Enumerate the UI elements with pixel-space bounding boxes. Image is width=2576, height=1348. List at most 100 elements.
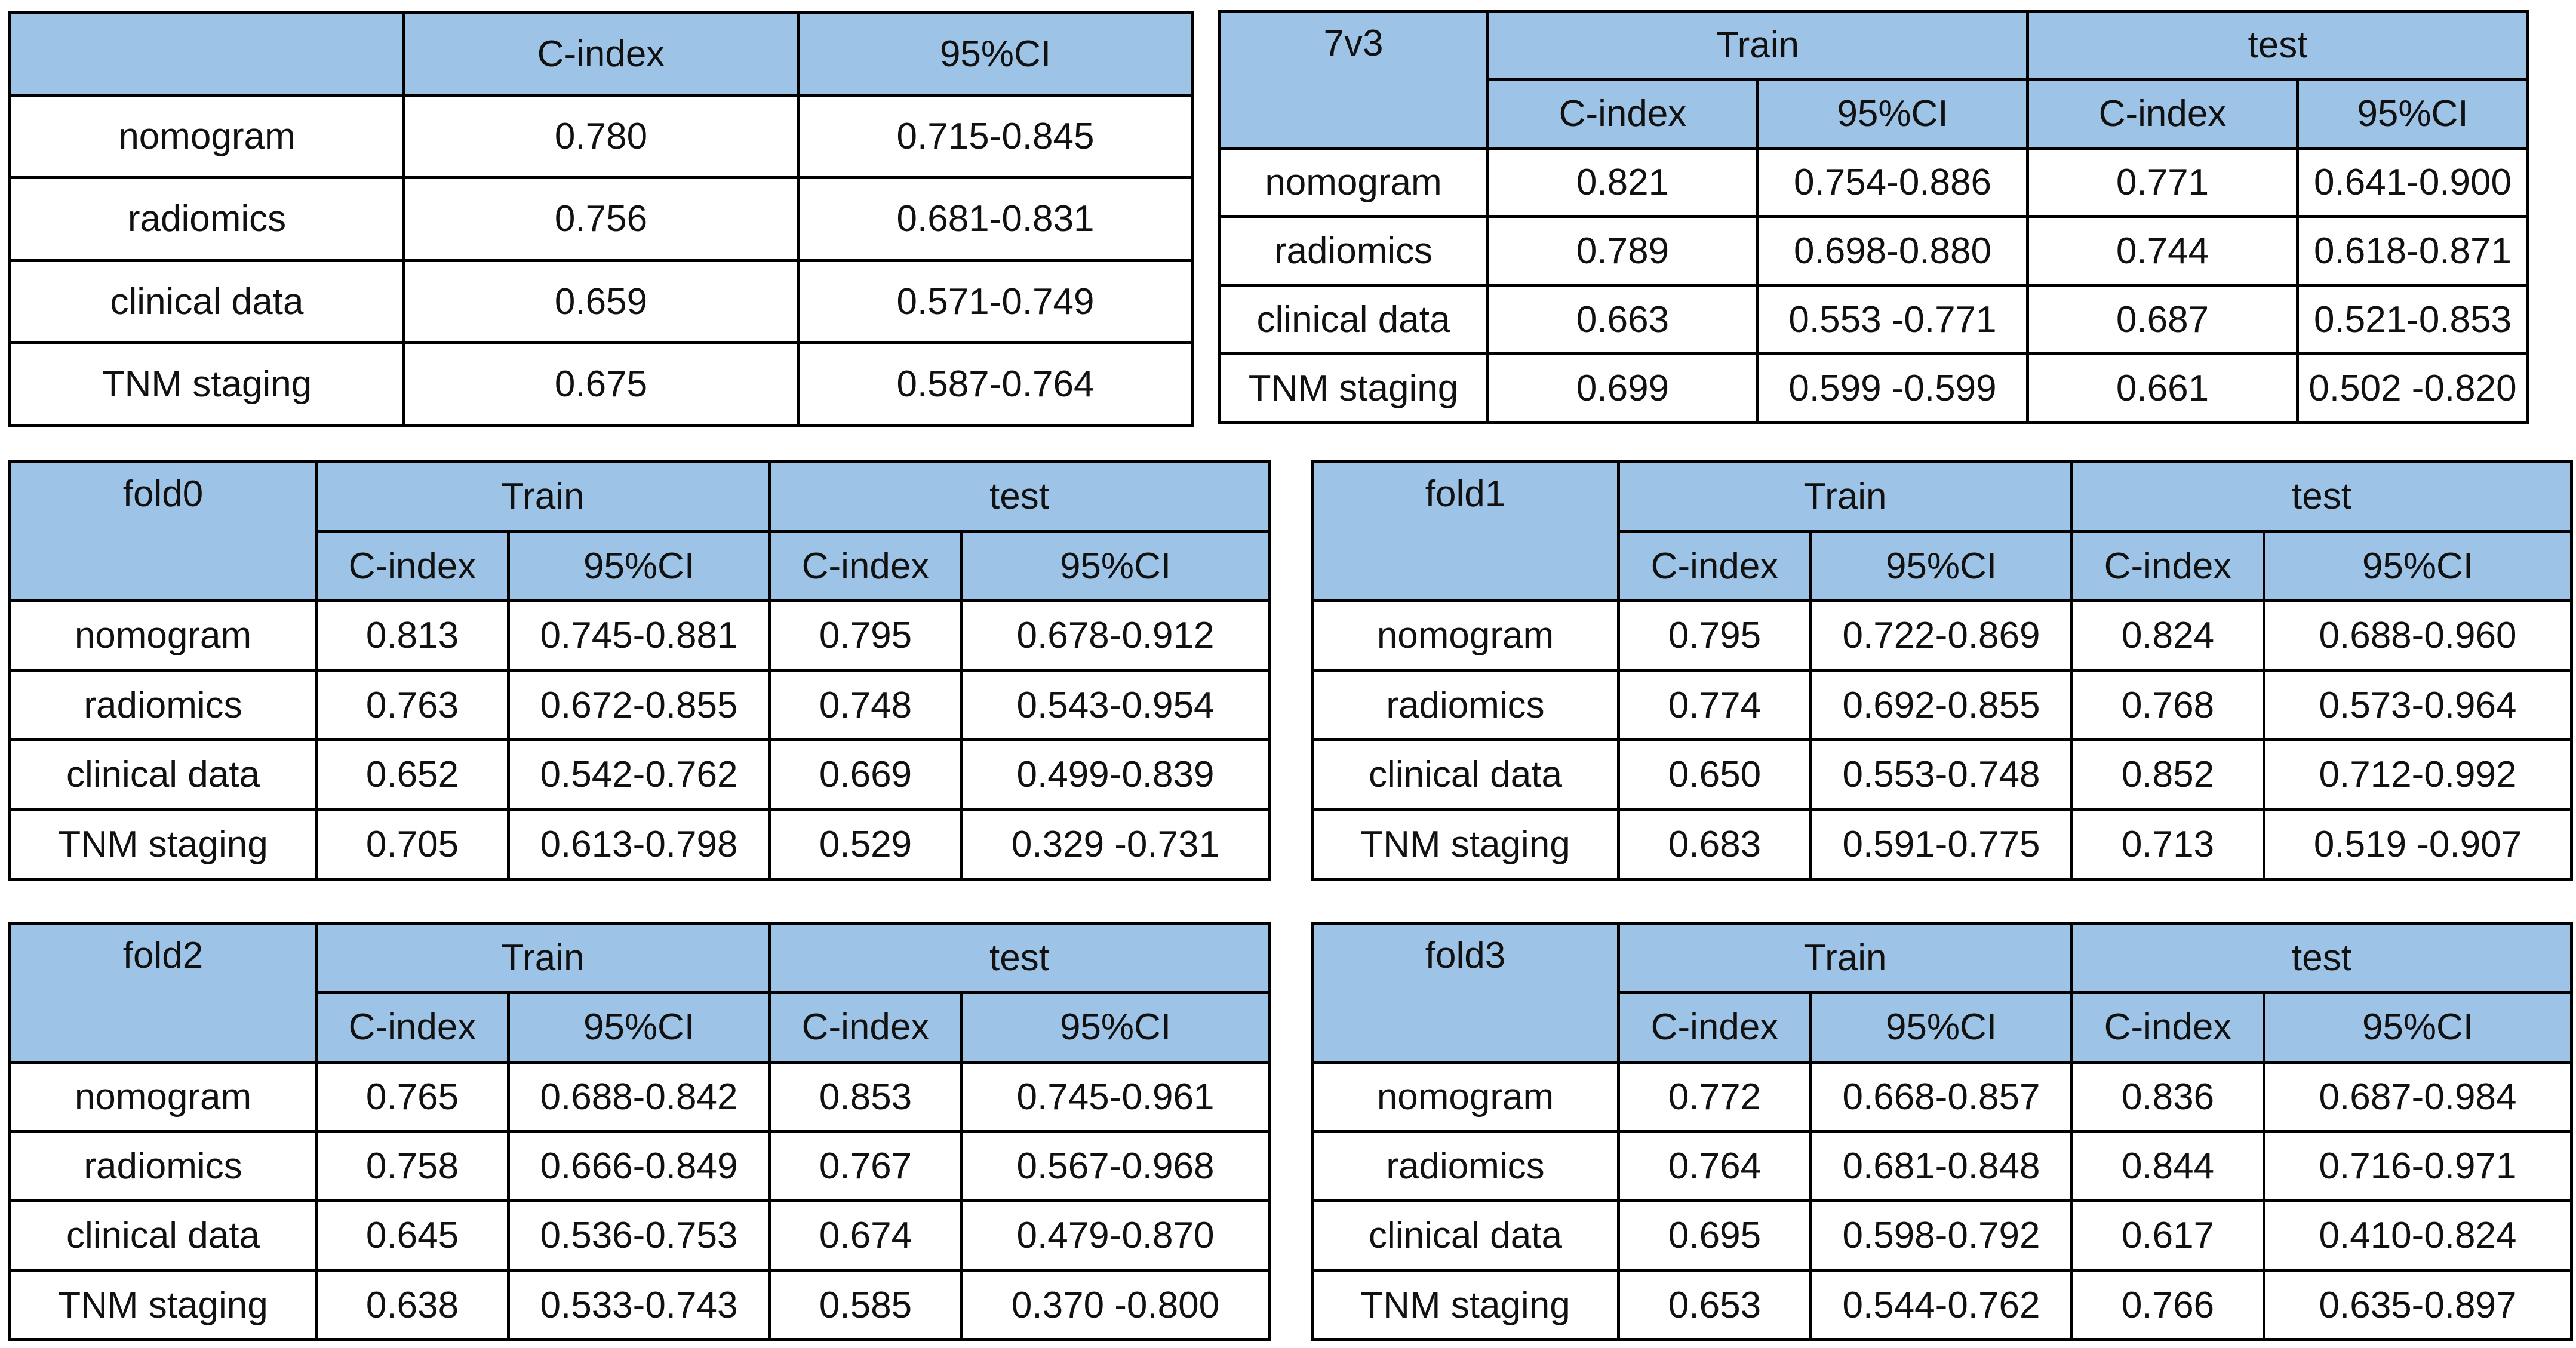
train-cindex-cell: 0.638 (315, 1269, 510, 1342)
row-label: nomogram (1218, 146, 1489, 218)
train-cindex-cell: 0.683 (1617, 808, 1812, 881)
summary-corner-cell (8, 11, 405, 97)
train-cindex-cell: 0.774 (1617, 669, 1812, 741)
row-label: TNM staging (1311, 808, 1620, 881)
test-group-header: test (2070, 460, 2573, 533)
test-ci-cell: 0.521-0.853 (2296, 284, 2529, 356)
group-header-row: fold1 Train test (1311, 460, 2573, 602)
train-cindex-cell: 0.650 (1617, 738, 1812, 811)
split-table-fold0: fold0 Train test C-index 95%CI C-index 9… (8, 460, 1271, 881)
train-ci-cell: 0.553 -0.771 (1756, 284, 2029, 356)
cindex-cell: 0.675 (402, 341, 800, 427)
train-group-header: Train (1486, 10, 2029, 81)
table-row: clinical data 0.650 0.553-0.748 0.852 0.… (1311, 738, 2573, 811)
row-label: clinical data (1218, 284, 1489, 356)
train-ci-cell: 0.598-0.792 (1809, 1199, 2073, 1272)
train-cindex-cell: 0.705 (315, 808, 510, 881)
ci-cell: 0.715-0.845 (797, 94, 1194, 180)
train-ci-cell: 0.599 -0.599 (1756, 352, 2029, 424)
test-ci-cell: 0.573-0.964 (2263, 669, 2573, 741)
table-row: radiomics 0.758 0.666-0.849 0.767 0.567-… (8, 1130, 1271, 1203)
row-label: nomogram (1311, 1060, 1620, 1133)
row-label: nomogram (8, 94, 405, 180)
test-cindex-cell: 0.844 (2070, 1130, 2265, 1203)
train-group-header: Train (315, 460, 771, 533)
test-ci-cell: 0.687-0.984 (2263, 1060, 2573, 1133)
table-row: radiomics 0.789 0.698-0.880 0.744 0.618-… (1218, 215, 2529, 287)
test-ci-cell: 0.502 -0.820 (2296, 352, 2529, 424)
test-cindex-header: C-index (768, 991, 963, 1064)
test-ci-cell: 0.329 -0.731 (960, 808, 1271, 881)
test-ci-header: 95%CI (960, 991, 1271, 1064)
train-cindex-cell: 0.758 (315, 1130, 510, 1203)
train-cindex-cell: 0.795 (1617, 599, 1812, 672)
test-cindex-header: C-index (768, 530, 963, 602)
train-cindex-cell: 0.645 (315, 1199, 510, 1272)
table-row: TNM staging 0.675 0.587-0.764 (8, 341, 1194, 427)
train-cindex-cell: 0.772 (1617, 1060, 1812, 1133)
row-label: clinical data (1311, 738, 1620, 811)
train-ci-cell: 0.754-0.886 (1756, 146, 2029, 218)
test-ci-cell: 0.716-0.971 (2263, 1130, 2573, 1203)
row-label: nomogram (1311, 599, 1620, 672)
test-cindex-cell: 0.713 (2070, 808, 2265, 881)
test-ci-cell: 0.543-0.954 (960, 669, 1271, 741)
test-cindex-cell: 0.687 (2026, 284, 2299, 356)
test-ci-cell: 0.635-0.897 (2263, 1269, 2573, 1342)
table-row: nomogram 0.813 0.745-0.881 0.795 0.678-0… (8, 599, 1271, 672)
train-ci-header: 95%CI (1809, 530, 2073, 602)
table-row: TNM staging 0.638 0.533-0.743 0.585 0.37… (8, 1269, 1271, 1342)
table-row: nomogram 0.772 0.668-0.857 0.836 0.687-0… (1311, 1060, 2573, 1133)
table-row: TNM staging 0.699 0.599 -0.599 0.661 0.5… (1218, 352, 2529, 424)
test-group-header: test (2026, 10, 2529, 81)
row-label: clinical data (1311, 1199, 1620, 1272)
table-row: radiomics 0.756 0.681-0.831 (8, 176, 1194, 262)
row-label: clinical data (8, 738, 318, 811)
test-group-header: test (2070, 921, 2573, 995)
train-ci-header: 95%CI (507, 991, 771, 1064)
test-group-header: test (768, 921, 1271, 995)
train-ci-cell: 0.681-0.848 (1809, 1130, 2073, 1203)
test-ci-cell: 0.567-0.968 (960, 1130, 1271, 1203)
train-cindex-cell: 0.695 (1617, 1199, 1812, 1272)
test-cindex-cell: 0.669 (768, 738, 963, 811)
test-ci-cell: 0.641-0.900 (2296, 146, 2529, 218)
train-ci-cell: 0.536-0.753 (507, 1199, 771, 1272)
test-cindex-cell: 0.617 (2070, 1199, 2265, 1272)
test-cindex-cell: 0.768 (2070, 669, 2265, 741)
table-row: clinical data 0.659 0.571-0.749 (8, 258, 1194, 344)
test-ci-cell: 0.519 -0.907 (2263, 808, 2573, 881)
train-cindex-cell: 0.789 (1486, 215, 1759, 287)
row-label: radiomics (1218, 215, 1489, 287)
row-label: radiomics (8, 176, 405, 262)
summary-table: C-index 95%CI nomogram 0.780 0.715-0.845… (8, 11, 1194, 427)
row-label: nomogram (8, 1060, 318, 1133)
train-cindex-cell: 0.663 (1486, 284, 1759, 356)
summary-ci-header: 95%CI (797, 11, 1194, 97)
train-cindex-cell: 0.652 (315, 738, 510, 811)
test-ci-header: 95%CI (2296, 78, 2529, 150)
split-label: fold3 (1311, 922, 1620, 1064)
train-group-header: Train (1617, 460, 2073, 533)
table-row: TNM staging 0.653 0.544-0.762 0.766 0.63… (1311, 1269, 2573, 1342)
row-label: radiomics (8, 669, 318, 741)
ci-cell: 0.587-0.764 (797, 341, 1194, 427)
table-row: clinical data 0.663 0.553 -0.771 0.687 0… (1218, 284, 2529, 356)
ci-cell: 0.571-0.749 (797, 258, 1194, 344)
row-label: radiomics (1311, 1130, 1620, 1203)
test-ci-header: 95%CI (2263, 991, 2573, 1064)
test-ci-cell: 0.688-0.960 (2263, 599, 2573, 672)
row-label: TNM staging (8, 341, 405, 427)
split-label: fold1 (1311, 460, 1620, 602)
row-label: TNM staging (8, 808, 318, 881)
table-row: TNM staging 0.705 0.613-0.798 0.529 0.32… (8, 808, 1271, 881)
cindex-cell: 0.756 (402, 176, 800, 262)
table-row: nomogram 0.821 0.754-0.886 0.771 0.641-0… (1218, 146, 2529, 218)
row-label: radiomics (8, 1130, 318, 1203)
group-header-row: fold2 Train test (8, 921, 1271, 1064)
ci-cell: 0.681-0.831 (797, 176, 1194, 262)
train-ci-cell: 0.745-0.881 (507, 599, 771, 672)
cindex-cell: 0.780 (402, 94, 800, 180)
train-cindex-cell: 0.813 (315, 599, 510, 672)
row-label: nomogram (8, 599, 318, 672)
